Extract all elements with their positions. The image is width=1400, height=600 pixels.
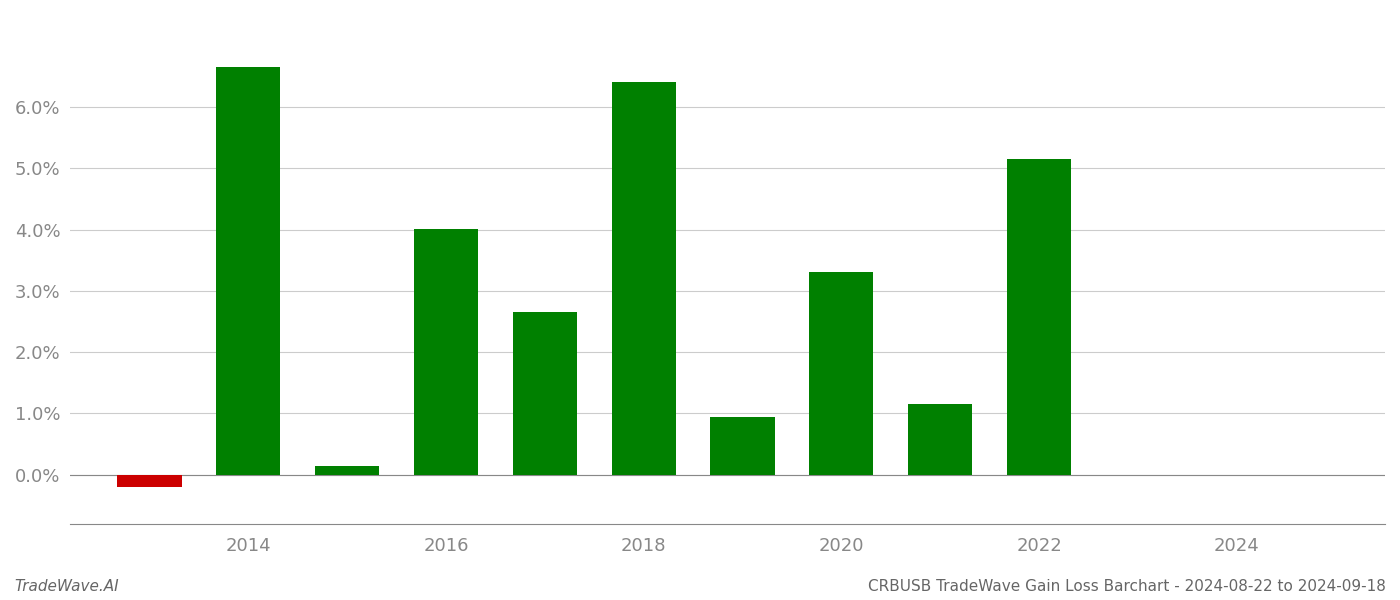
Bar [809,272,874,475]
Text: TradeWave.AI: TradeWave.AI [14,579,119,594]
Bar [512,313,577,475]
Bar [315,466,379,475]
Bar [909,404,973,475]
Bar [710,416,774,475]
Bar [1007,159,1071,475]
Bar [118,475,182,487]
Bar [216,67,280,475]
Bar [612,82,676,475]
Bar [414,229,477,475]
Text: CRBUSB TradeWave Gain Loss Barchart - 2024-08-22 to 2024-09-18: CRBUSB TradeWave Gain Loss Barchart - 20… [868,579,1386,594]
